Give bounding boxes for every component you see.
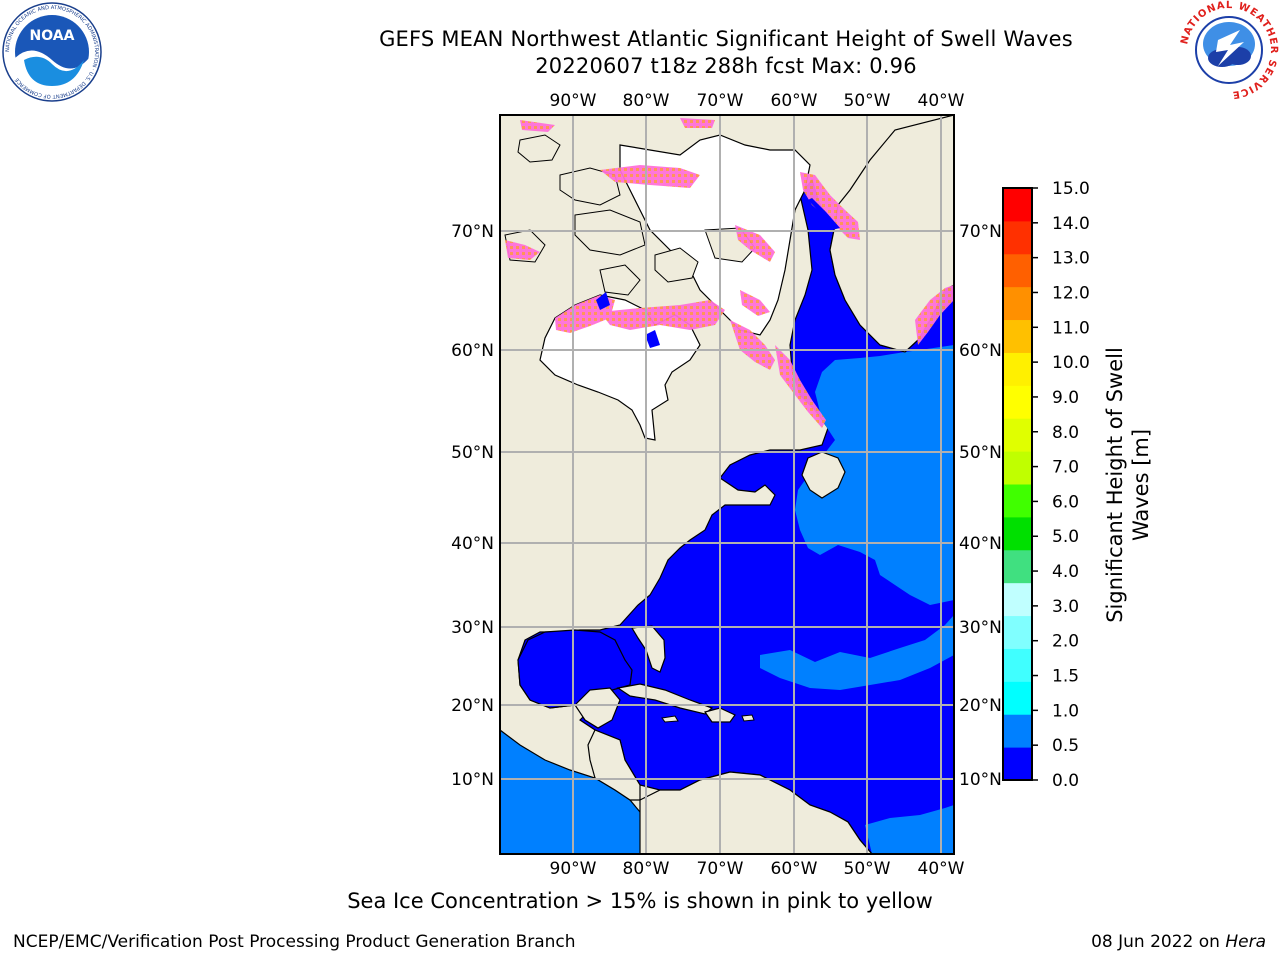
lat-label-30n: 30°N: [451, 618, 494, 638]
nws-logo: NATIONAL WEATHER SERVICE: [1179, 0, 1278, 100]
colorbar-tick-label: 1.0: [1052, 701, 1079, 721]
lat-labels-right: 70°N 60°N 50°N 40°N 30°N 20°N 10°N: [959, 222, 1002, 790]
colorbar-segment: [1003, 582, 1032, 617]
colorbar-segment: [1003, 747, 1032, 781]
footer-credit: NCEP/EMC/Verification Post Processing Pr…: [13, 932, 576, 952]
colorbar-tick-label: 0.0: [1052, 771, 1079, 791]
colorbar-tick-label: 8.0: [1052, 423, 1079, 443]
colorbar-ticks: 15.0 14.0 13.0 12.0 11.0 10.0 9.0 8.0 7.0 6.0 5.0 4…: [1032, 179, 1090, 791]
footer-host: Hera: [1225, 932, 1266, 952]
colorbar-segment: [1003, 615, 1032, 649]
footer-date: 08 Jun 2022 on Hera: [1091, 932, 1266, 952]
colorbar-segment: [1003, 714, 1032, 748]
lat-label-60n: 60°N: [451, 341, 494, 361]
colorbar-tick-label: 4.0: [1052, 562, 1079, 582]
colorbar-segment: [1003, 385, 1032, 419]
south-america: [639, 771, 873, 854]
colorbar-segment: [1003, 418, 1032, 452]
colorbar-label: Significant Height of Swell Waves [m]: [1103, 347, 1153, 623]
chart-subtitle: 20220607 t18z 288h fcst Max: 0.96: [535, 54, 917, 78]
colorbar-segment: [1003, 220, 1032, 255]
colorbar-tick-label: 14.0: [1052, 214, 1090, 234]
lat-label-70n: 70°N: [959, 222, 1002, 242]
sea-ice-dark: [596, 198, 840, 348]
colorbar-segment: [1003, 451, 1032, 485]
colorbar-segment: [1003, 319, 1032, 353]
lat-label-70n: 70°N: [451, 222, 494, 242]
swell-band-south: [760, 615, 954, 690]
noaa-logo-text: NOAA: [30, 28, 75, 44]
colorbar-tick-label: 0.5: [1052, 736, 1079, 756]
lon-label-70w: 70°W: [697, 859, 744, 879]
colorbar-tick-label: 7.0: [1052, 458, 1079, 478]
lon-label-50w: 50°W: [844, 859, 891, 879]
colorbar-tick-label: 13.0: [1052, 249, 1090, 269]
lon-label-90w: 90°W: [550, 91, 597, 111]
lon-label-40w: 40°W: [918, 91, 965, 111]
colorbar-tick-label: 1.5: [1052, 667, 1079, 687]
lon-label-60w: 60°W: [771, 91, 818, 111]
colorbar-label-line1: Significant Height of Swell: [1103, 347, 1127, 623]
colorbar-tick-label: 5.0: [1052, 527, 1079, 547]
jamaica: [661, 715, 679, 723]
lat-label-10n: 10°N: [959, 770, 1002, 790]
colorbar-segment: [1003, 484, 1032, 518]
lat-label-50n: 50°N: [959, 443, 1002, 463]
map-frame: [499, 114, 955, 855]
lon-label-80w: 80°W: [623, 91, 670, 111]
lon-label-40w: 40°W: [918, 859, 965, 879]
chart-title: GEFS MEAN Northwest Atlantic Significant…: [379, 27, 1073, 51]
colorbar-frame: [1002, 187, 1033, 781]
colorbar-segment: [1003, 286, 1032, 321]
colorbar: [1003, 188, 1032, 781]
colorbar-tick-label: 2.0: [1052, 632, 1079, 652]
colorbar-tick-label: 6.0: [1052, 492, 1079, 512]
colorbar-segment: [1003, 516, 1032, 551]
florida: [630, 625, 666, 673]
lat-label-20n: 20°N: [451, 696, 494, 716]
noaa-logo: NOAA NATIONAL OCEANIC AND ATMOSPHERIC AD…: [2, 2, 102, 102]
lat-label-30n: 30°N: [959, 618, 1002, 638]
colorbar-segment: [1003, 549, 1032, 584]
lat-label-10n: 10°N: [451, 770, 494, 790]
colorbar-tick-label: 11.0: [1052, 318, 1090, 338]
swell-band-north: [795, 345, 954, 605]
colorbar-tick-label: 15.0: [1052, 179, 1090, 199]
colorbar-segment: [1003, 648, 1032, 682]
central-america: [587, 729, 641, 801]
sea-ice-caption: Sea Ice Concentration > 15% is shown in …: [347, 889, 933, 913]
colorbar-tick-label: 9.0: [1052, 388, 1079, 408]
lon-label-80w: 80°W: [623, 859, 670, 879]
colorbar-tick-label: 3.0: [1052, 597, 1079, 617]
lon-label-90w: 90°W: [550, 859, 597, 879]
colorbar-segment: [1003, 352, 1032, 386]
colorbar-segment: [1003, 681, 1032, 715]
lon-label-60w: 60°W: [771, 859, 818, 879]
lat-label-20n: 20°N: [959, 696, 1002, 716]
colorbar-segment: [1003, 188, 1032, 222]
newfoundland: [801, 451, 846, 499]
colorbar-segment: [1003, 253, 1032, 288]
swell-band-equator: [865, 805, 954, 854]
lat-labels-left: 70°N 60°N 50°N 40°N 30°N 20°N 10°N: [451, 222, 494, 790]
footer-date-text: 08 Jun 2022 on: [1091, 932, 1226, 952]
lon-labels-bottom: 90°W 80°W 70°W 60°W 50°W 40°W: [550, 859, 965, 879]
yucatan: [574, 687, 621, 729]
lat-label-40n: 40°N: [451, 534, 494, 554]
map-gridlines: [500, 115, 954, 854]
lon-label-70w: 70°W: [697, 91, 744, 111]
puerto-rico: [741, 714, 755, 722]
lat-label-60n: 60°N: [959, 341, 1002, 361]
lon-label-50w: 50°W: [844, 91, 891, 111]
colorbar-tick-label: 10.0: [1052, 353, 1090, 373]
lat-label-50n: 50°N: [451, 443, 494, 463]
map-plot-area: [500, 115, 954, 854]
colorbar-tick-label: 12.0: [1052, 283, 1090, 303]
lon-labels-top: 90°W 80°W 70°W 60°W 50°W 40°W: [550, 91, 965, 111]
sea-ice-overlay: [505, 118, 954, 428]
lat-label-40n: 40°N: [959, 534, 1002, 554]
colorbar-label-line2: Waves [m]: [1129, 429, 1153, 541]
